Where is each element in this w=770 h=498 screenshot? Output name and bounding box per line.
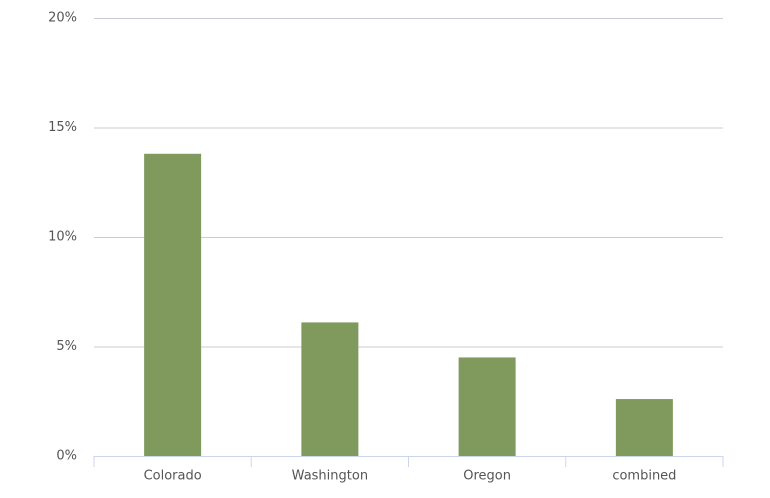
x-tick-label: Colorado bbox=[144, 469, 202, 484]
x-tick-label: Washington bbox=[292, 469, 368, 484]
y-tick-label: 10% bbox=[48, 230, 77, 245]
y-tick-label: 20% bbox=[48, 11, 77, 26]
bar bbox=[301, 322, 359, 456]
bar bbox=[458, 357, 516, 456]
bar bbox=[615, 399, 673, 456]
y-tick-label: 15% bbox=[48, 120, 77, 135]
y-tick-label: 5% bbox=[56, 339, 77, 354]
bar bbox=[144, 153, 202, 456]
y-tick-label: 0% bbox=[56, 449, 77, 464]
x-tick-label: Oregon bbox=[463, 469, 511, 484]
x-tick-label: combined bbox=[612, 469, 676, 484]
